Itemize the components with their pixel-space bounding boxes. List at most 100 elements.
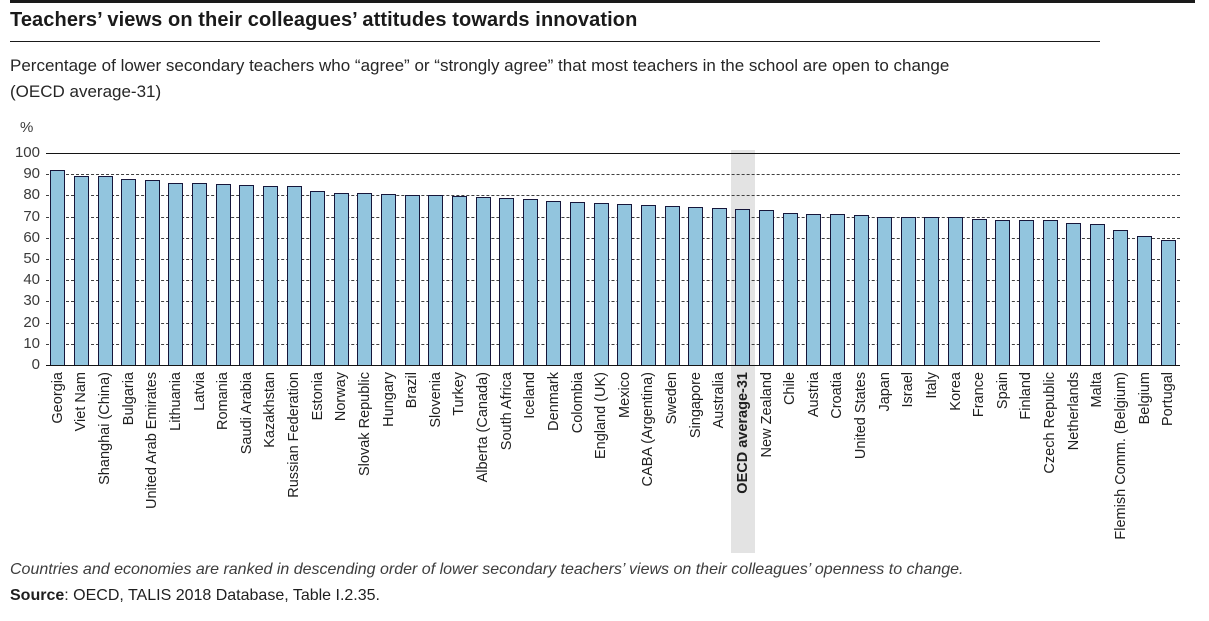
gridline [46,259,1180,260]
y-tick-label: 30 [23,292,40,310]
bar [640,205,656,365]
x-axis-label: Slovenia [427,372,444,428]
x-axis-label: Lithuania [167,372,184,431]
bar [570,202,586,365]
x-axis-label: CABA (Argentina) [640,372,657,487]
x-axis-label: Sweden [664,372,681,425]
bar [735,209,751,365]
x-axis-label: Austria [805,372,822,418]
gridline [46,301,1180,303]
x-axis-label: Viet Nam [73,372,90,432]
bar [499,198,515,365]
bar [1066,223,1082,365]
bar [1089,224,1105,365]
bar [924,217,940,365]
x-axis-label: Chile [782,372,799,406]
subtitle-line-1: Percentage of lower secondary teachers w… [10,56,950,75]
x-axis-label: Malta [1089,372,1106,408]
title-rule [10,41,1100,42]
axis-line [46,153,1180,154]
bar [357,193,373,365]
axis-line [46,365,1180,366]
x-axis-label: Georgia [49,372,66,424]
x-axis-label: Estonia [309,372,326,421]
x-axis-label: Mexico [616,372,633,418]
y-tick-label: 80 [23,186,40,204]
x-axis-label: Israel [900,372,917,408]
bar [97,176,113,365]
footnote: Countries and economies are ranked in de… [10,561,964,578]
bar [782,213,798,365]
figure-title: Teachers’ views on their colleagues’ att… [10,9,638,31]
bar [333,193,349,365]
y-tick-label: 0 [31,356,40,373]
gridline [46,195,1180,197]
bar [948,217,964,365]
bar [50,170,66,365]
source-text: : OECD, TALIS 2018 Database, Table I.2.3… [64,587,380,604]
top-border-line [10,0,1195,3]
x-axis-label: Colombia [569,372,586,434]
bar [1113,230,1129,365]
bar [192,183,208,365]
bar [853,215,869,365]
figure-subtitle: Percentage of lower secondary teachers w… [10,53,1190,105]
y-tick-label: 100 [14,144,40,161]
bar [1018,220,1034,365]
bar [806,214,822,365]
x-axis-label: Flemish Comm. (Belgium) [1112,372,1129,540]
x-axis-label: Slovak Republic [356,372,373,476]
y-tick-label: 40 [23,271,40,289]
bar [310,191,326,365]
y-tick-label: 90 [23,165,40,183]
x-axis-label: Singapore [687,372,704,439]
bar [593,203,609,365]
gridline [46,343,1180,345]
x-axis-label: France [971,372,988,418]
x-axis-label: United States [853,372,870,460]
bar [239,185,255,365]
bar [381,194,397,365]
bar [215,184,231,365]
gridline [46,174,1180,176]
bar [522,199,538,365]
bar [73,176,89,365]
x-axis-label: Alberta (Canada) [475,372,492,483]
bar [1160,240,1176,365]
y-tick-label: 10 [23,334,40,352]
bar [262,186,278,365]
bar [404,195,420,365]
y-axis-unit-label: % [20,119,34,136]
x-axis-label: South Africa [498,372,515,451]
x-axis-label: Brazil [404,372,421,409]
source-line: Source: OECD, TALIS 2018 Database, Table… [10,587,1200,605]
x-axis-label: Latvia [191,372,208,411]
bar [168,183,184,365]
x-axis-label: Portugal [1160,372,1177,427]
x-axis-label: Denmark [545,372,562,431]
bar [829,214,845,365]
gridline [46,237,1180,239]
bar [1042,220,1058,365]
x-axis-label: Kazakhstan [262,372,279,448]
bar [1137,236,1153,365]
x-axis-label: Australia [711,372,728,429]
x-axis-label: Hungary [380,372,397,427]
x-axis-label: New Zealand [758,372,775,458]
x-axis-label: Bulgaria [120,372,137,426]
y-tick-label: 20 [23,313,40,331]
x-axis-label: England (UK) [593,372,610,460]
x-axis-label: Shanghai (China) [97,372,114,485]
x-axis-label: Czech Republic [1042,372,1059,474]
y-tick-label: 70 [23,207,40,225]
bar [286,186,302,365]
x-axis-label: Turkey [451,372,468,416]
x-axis-label: Netherlands [1065,372,1082,451]
bar [711,208,727,365]
x-axis-label: Korea [947,372,964,411]
x-axis-label: Japan [876,372,893,412]
bar [995,220,1011,365]
gridline [46,280,1180,282]
x-axis-label: Norway [333,372,350,422]
